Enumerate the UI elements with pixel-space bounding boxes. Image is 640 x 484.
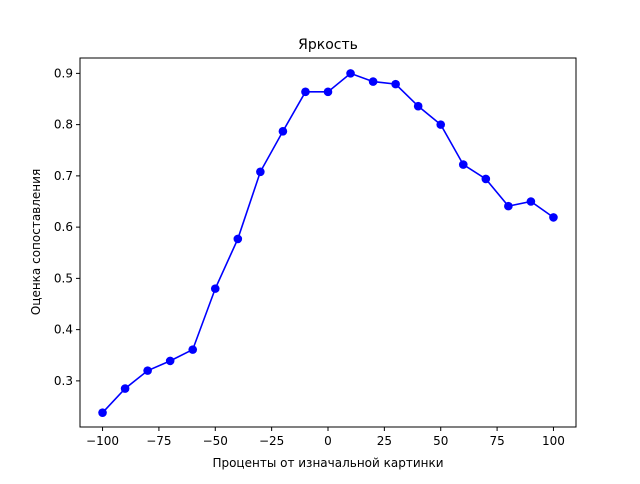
y-tick-label: 0.3 xyxy=(54,374,73,388)
x-tick-label: 50 xyxy=(433,434,448,448)
data-point xyxy=(188,345,198,354)
data-point xyxy=(210,284,220,293)
x-tick-label: −50 xyxy=(203,434,228,448)
x-tick-label: 0 xyxy=(324,434,332,448)
x-axis-ticks: −100 −75 −50 −25 0 25 50 75 100 xyxy=(86,427,565,448)
data-point xyxy=(120,384,130,393)
data-point xyxy=(436,120,446,129)
x-tick-label: −25 xyxy=(259,434,284,448)
x-tick-label: −75 xyxy=(146,434,171,448)
x-tick-label: 75 xyxy=(489,434,504,448)
data-point xyxy=(256,167,265,177)
data-point xyxy=(481,174,491,184)
y-tick-label: 0.6 xyxy=(54,220,73,234)
data-point xyxy=(549,213,558,222)
data-point xyxy=(278,126,288,136)
x-tick-label: −100 xyxy=(86,434,119,448)
data-point xyxy=(504,201,513,211)
chart-title: Яркость xyxy=(298,37,358,53)
plot-frame xyxy=(79,57,577,428)
x-tick-label: 25 xyxy=(377,434,392,448)
y-tick-label: 0.8 xyxy=(54,118,73,132)
data-point xyxy=(346,69,355,78)
series-layer xyxy=(98,69,558,417)
y-axis-label: Оценка сопоставления xyxy=(29,169,43,315)
y-tick-label: 0.9 xyxy=(54,66,73,80)
y-tick-label: 0.5 xyxy=(54,271,73,285)
data-point xyxy=(368,77,378,86)
data-point xyxy=(458,160,468,169)
data-point xyxy=(98,408,107,417)
y-axis-ticks: 0.3 0.4 0.5 0.6 0.7 0.8 0.9 xyxy=(54,66,80,388)
y-tick-label: 0.7 xyxy=(54,169,73,183)
data-point xyxy=(526,197,536,206)
data-point xyxy=(301,87,310,97)
data-point xyxy=(391,79,400,89)
x-axis-label: Проценты от изначальной картинки xyxy=(212,456,443,470)
data-point xyxy=(413,101,423,111)
data-point xyxy=(233,234,243,244)
y-tick-label: 0.4 xyxy=(54,323,73,337)
data-point xyxy=(323,87,333,97)
data-point xyxy=(165,356,175,366)
x-tick-label: 100 xyxy=(542,434,565,448)
data-point xyxy=(143,366,152,375)
